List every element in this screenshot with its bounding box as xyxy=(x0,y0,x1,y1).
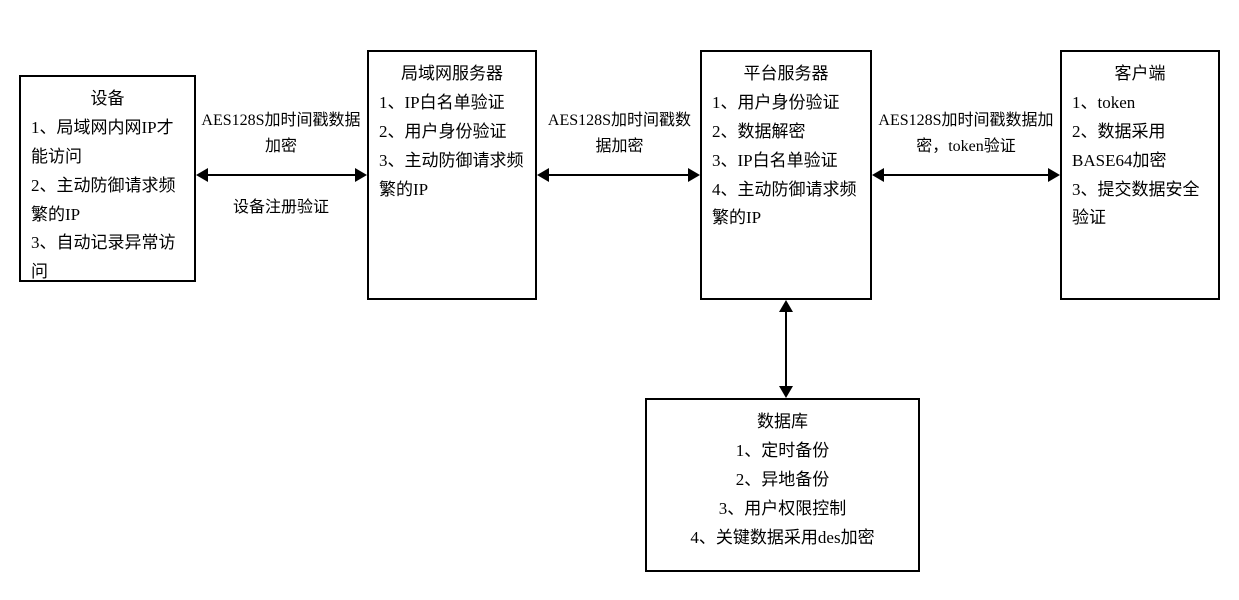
database-item-4: 4、关键数据采用des加密 xyxy=(653,524,912,553)
client-item-1: 1、token xyxy=(1068,89,1212,118)
edge3-label-top: AES128S加时间戳数据加密，token验证 xyxy=(876,108,1056,159)
edge-platform-client xyxy=(884,174,1048,176)
device-title: 设备 xyxy=(27,85,188,114)
client-box: 客户端 1、token 2、数据采用BASE64加密 3、提交数据安全验证 xyxy=(1060,50,1220,300)
arrow-icon xyxy=(779,386,793,398)
database-item-3: 3、用户权限控制 xyxy=(653,495,912,524)
arrow-icon xyxy=(355,168,367,182)
arrow-icon xyxy=(779,300,793,312)
edge1-label-bottom: 设备注册验证 xyxy=(201,195,361,221)
platform-box: 平台服务器 1、用户身份验证 2、数据解密 3、IP白名单验证 4、主动防御请求… xyxy=(700,50,872,300)
client-title: 客户端 xyxy=(1068,60,1212,89)
edge-device-lan xyxy=(208,174,355,176)
lan-server-item-2: 2、用户身份验证 xyxy=(375,118,529,147)
lan-server-item-1: 1、IP白名单验证 xyxy=(375,89,529,118)
client-item-2: 2、数据采用BASE64加密 xyxy=(1068,118,1212,176)
arrow-icon xyxy=(872,168,884,182)
edge-lan-platform xyxy=(549,174,688,176)
database-item-1: 1、定时备份 xyxy=(653,437,912,466)
edge-platform-database xyxy=(785,312,787,386)
database-box: 数据库 1、定时备份 2、异地备份 3、用户权限控制 4、关键数据采用des加密 xyxy=(645,398,920,572)
platform-item-3: 3、IP白名单验证 xyxy=(708,147,864,176)
arrow-icon xyxy=(537,168,549,182)
platform-item-4: 4、主动防御请求频繁的IP xyxy=(708,176,864,234)
arrow-icon xyxy=(688,168,700,182)
edge1-label-top: AES128S加时间戳数据加密 xyxy=(201,108,361,159)
arrow-icon xyxy=(196,168,208,182)
client-item-3: 3、提交数据安全验证 xyxy=(1068,176,1212,234)
lan-server-title: 局域网服务器 xyxy=(375,60,529,89)
lan-server-box: 局域网服务器 1、IP白名单验证 2、用户身份验证 3、主动防御请求频繁的IP xyxy=(367,50,537,300)
lan-server-item-3: 3、主动防御请求频繁的IP xyxy=(375,147,529,205)
platform-item-2: 2、数据解密 xyxy=(708,118,864,147)
database-title: 数据库 xyxy=(653,408,912,437)
device-item-3: 3、自动记录异常访问 xyxy=(27,229,188,287)
edge2-label-top: AES128S加时间戳数据加密 xyxy=(542,108,697,159)
platform-title: 平台服务器 xyxy=(708,60,864,89)
device-box: 设备 1、局域网内网IP才能访问 2、主动防御请求频繁的IP 3、自动记录异常访… xyxy=(19,75,196,282)
platform-item-1: 1、用户身份验证 xyxy=(708,89,864,118)
database-item-2: 2、异地备份 xyxy=(653,466,912,495)
device-item-1: 1、局域网内网IP才能访问 xyxy=(27,114,188,172)
device-item-2: 2、主动防御请求频繁的IP xyxy=(27,172,188,230)
arrow-icon xyxy=(1048,168,1060,182)
